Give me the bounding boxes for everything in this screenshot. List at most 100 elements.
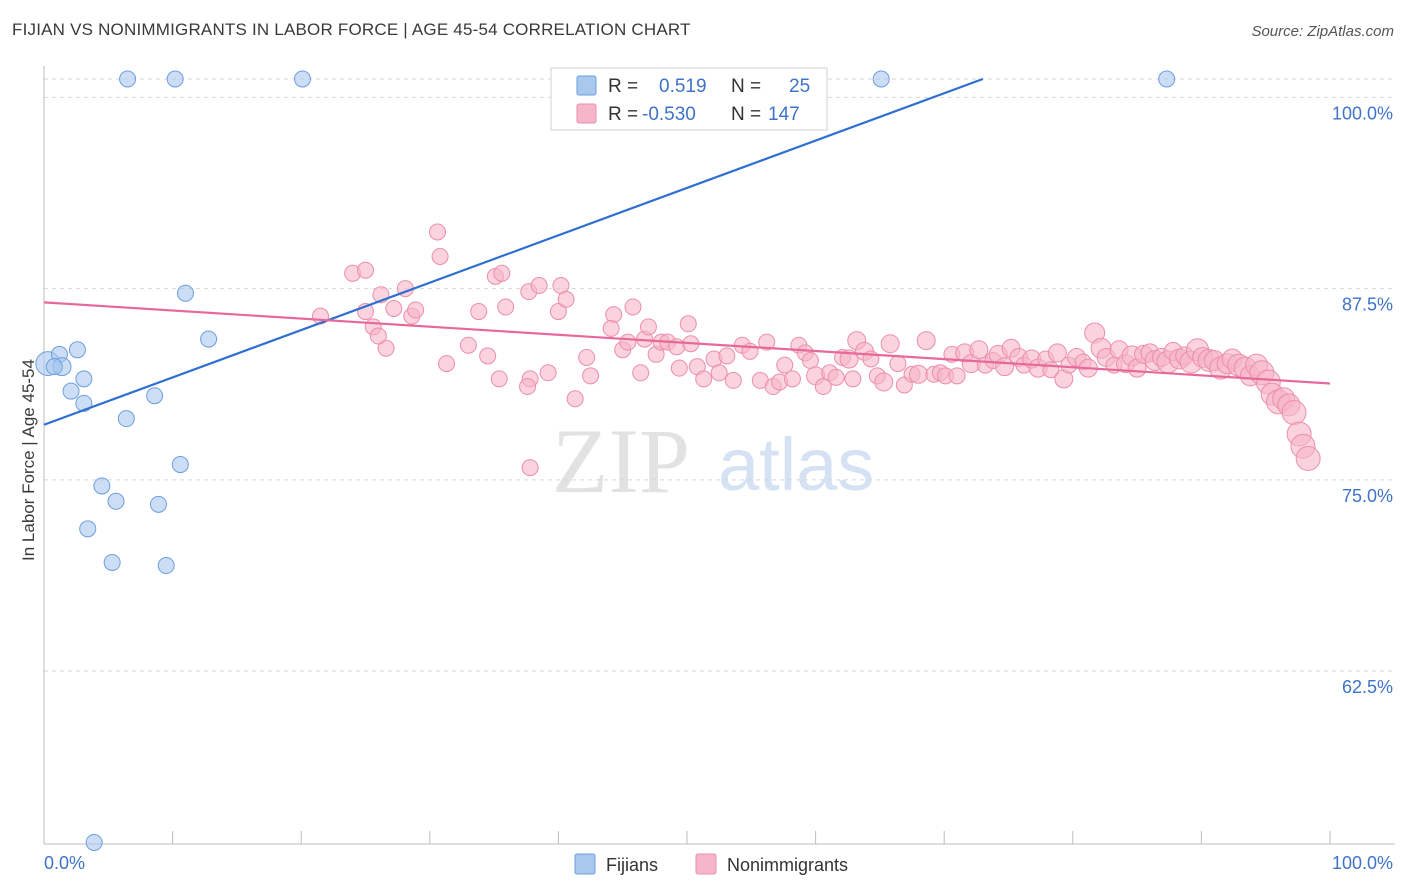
bottom-legend-swatch-fijians (574, 853, 596, 875)
nonimmigrants-point (679, 315, 697, 333)
legend-r-label: R = (608, 76, 638, 97)
fijians-point (75, 394, 93, 412)
fijians-point (176, 284, 194, 302)
source-label: Source: ZipAtlas.com (1251, 23, 1394, 40)
nonimmigrants-point (776, 356, 794, 374)
fijians-point (62, 382, 80, 400)
legend-n-label: N = (731, 104, 761, 125)
nonimmigrants-point (521, 459, 539, 477)
y-tick-label: 75.0% (1342, 486, 1393, 506)
nonimmigrants-point (377, 339, 395, 357)
nonimmigrants-point (632, 364, 650, 382)
nonimmigrants-point (710, 364, 728, 382)
nonimmigrants-point (557, 290, 575, 308)
bottom-legend-label-nonimmigrants: Nonimmigrants (727, 855, 848, 875)
nonimmigrants-point (1047, 343, 1067, 363)
fijians-point (872, 70, 890, 88)
nonimmigrants-trend-line (43, 301, 1331, 385)
nonimmigrants-point (908, 364, 928, 384)
nonimmigrants-point (874, 372, 894, 392)
nonimmigrants-point (519, 378, 537, 396)
fijians-point (171, 456, 189, 474)
bottom-legend-label-fijians: Fijians (606, 855, 658, 875)
nonimmigrants-point (695, 370, 713, 388)
fijians-point (146, 387, 164, 405)
nonimmigrants-point (407, 301, 425, 319)
bottom-legend-swatch-nonimmigrants (695, 853, 717, 875)
nonimmigrants-point (916, 331, 936, 351)
nonimmigrants-point (470, 303, 488, 321)
y-tick-label: 87.5% (1342, 295, 1393, 315)
legend-r-label: R = (608, 104, 638, 125)
fijians-point (200, 330, 218, 348)
nonimmigrants-point (429, 223, 447, 241)
fijians-trend-line (43, 77, 984, 426)
legend-r-value-nonimmigrants: -0.530 (642, 104, 696, 125)
nonimmigrants-point (530, 277, 548, 295)
nonimmigrants-point (880, 334, 900, 354)
watermark-zip: ZIP (552, 410, 690, 512)
fijians-point (1158, 70, 1176, 88)
axis-layer: 100.0% 87.5% 75.0% 62.5% 0.0% 100.0% (43, 66, 1395, 873)
nonimmigrants-point (624, 298, 642, 316)
nonimmigrants-point (969, 340, 989, 360)
nonimmigrants-point (670, 359, 688, 377)
nonimmigrants-point (431, 247, 449, 265)
fijians-point (68, 341, 86, 359)
legend-n-value-nonimmigrants: 147 (768, 104, 800, 125)
nonimmigrants-point (1281, 400, 1307, 426)
fijians-point (85, 833, 103, 851)
nonimmigrants-point (814, 378, 832, 396)
legend-r-value-fijians: 0.519 (659, 76, 707, 97)
fijians-point (93, 477, 111, 495)
nonimmigrants-point (578, 348, 596, 366)
nonimmigrants-point (357, 261, 374, 279)
nonimmigrants-point (758, 333, 776, 351)
fijians-point (293, 70, 311, 88)
legend-swatch-fijians (576, 75, 597, 96)
fijians-point (79, 520, 97, 538)
fijians-point (149, 495, 167, 513)
nonimmigrants-point (479, 347, 497, 365)
legend-swatch-nonimmigrants (576, 103, 597, 124)
fijians-point (107, 492, 125, 510)
nonimmigrants-point (724, 371, 742, 389)
y-axis-label: In Labor Force | Age 45-54 (19, 359, 38, 561)
watermark-atlas: atlas (718, 423, 874, 506)
nonimmigrants-point (490, 370, 508, 388)
points-layer (35, 70, 1321, 851)
nonimmigrants-point (783, 370, 801, 388)
nonimmigrants-point (438, 355, 456, 373)
nonimmigrants-point (889, 355, 907, 373)
nonimmigrants-point (385, 300, 403, 317)
nonimmigrants-point (619, 333, 637, 351)
y-tick-label: 62.5% (1342, 677, 1393, 697)
nonimmigrants-point (369, 327, 387, 345)
nonimmigrants-point (801, 352, 819, 370)
nonimmigrants-point (566, 390, 584, 408)
fijians-point (117, 410, 135, 428)
stats-legend: R = 0.519 N = 25 R = -0.530 N = 147 (550, 67, 828, 131)
fijians-point (157, 557, 175, 575)
nonimmigrants-point (718, 347, 736, 365)
nonimmigrants-point (497, 298, 515, 316)
legend-n-label: N = (731, 76, 761, 97)
nonimmigrants-point (493, 264, 511, 282)
nonimmigrants-point (605, 306, 623, 324)
nonimmigrants-point (582, 367, 600, 385)
fijians-point (119, 70, 137, 88)
nonimmigrants-point (844, 370, 862, 388)
nonimmigrants-point (948, 367, 966, 385)
x-tick-label-end: 100.0% (1332, 853, 1393, 873)
nonimmigrants-point (602, 319, 620, 337)
legend-n-value-fijians: 25 (789, 76, 810, 97)
fijians-point (75, 370, 93, 388)
series-legend: Fijians Nonimmigrants (574, 853, 848, 875)
nonimmigrants-point (1295, 445, 1321, 471)
fijians-point (103, 553, 121, 571)
nonimmigrants-point (827, 368, 845, 386)
trend-layer (43, 77, 1331, 426)
fijians-point (166, 70, 184, 88)
nonimmigrants-point (459, 336, 477, 354)
